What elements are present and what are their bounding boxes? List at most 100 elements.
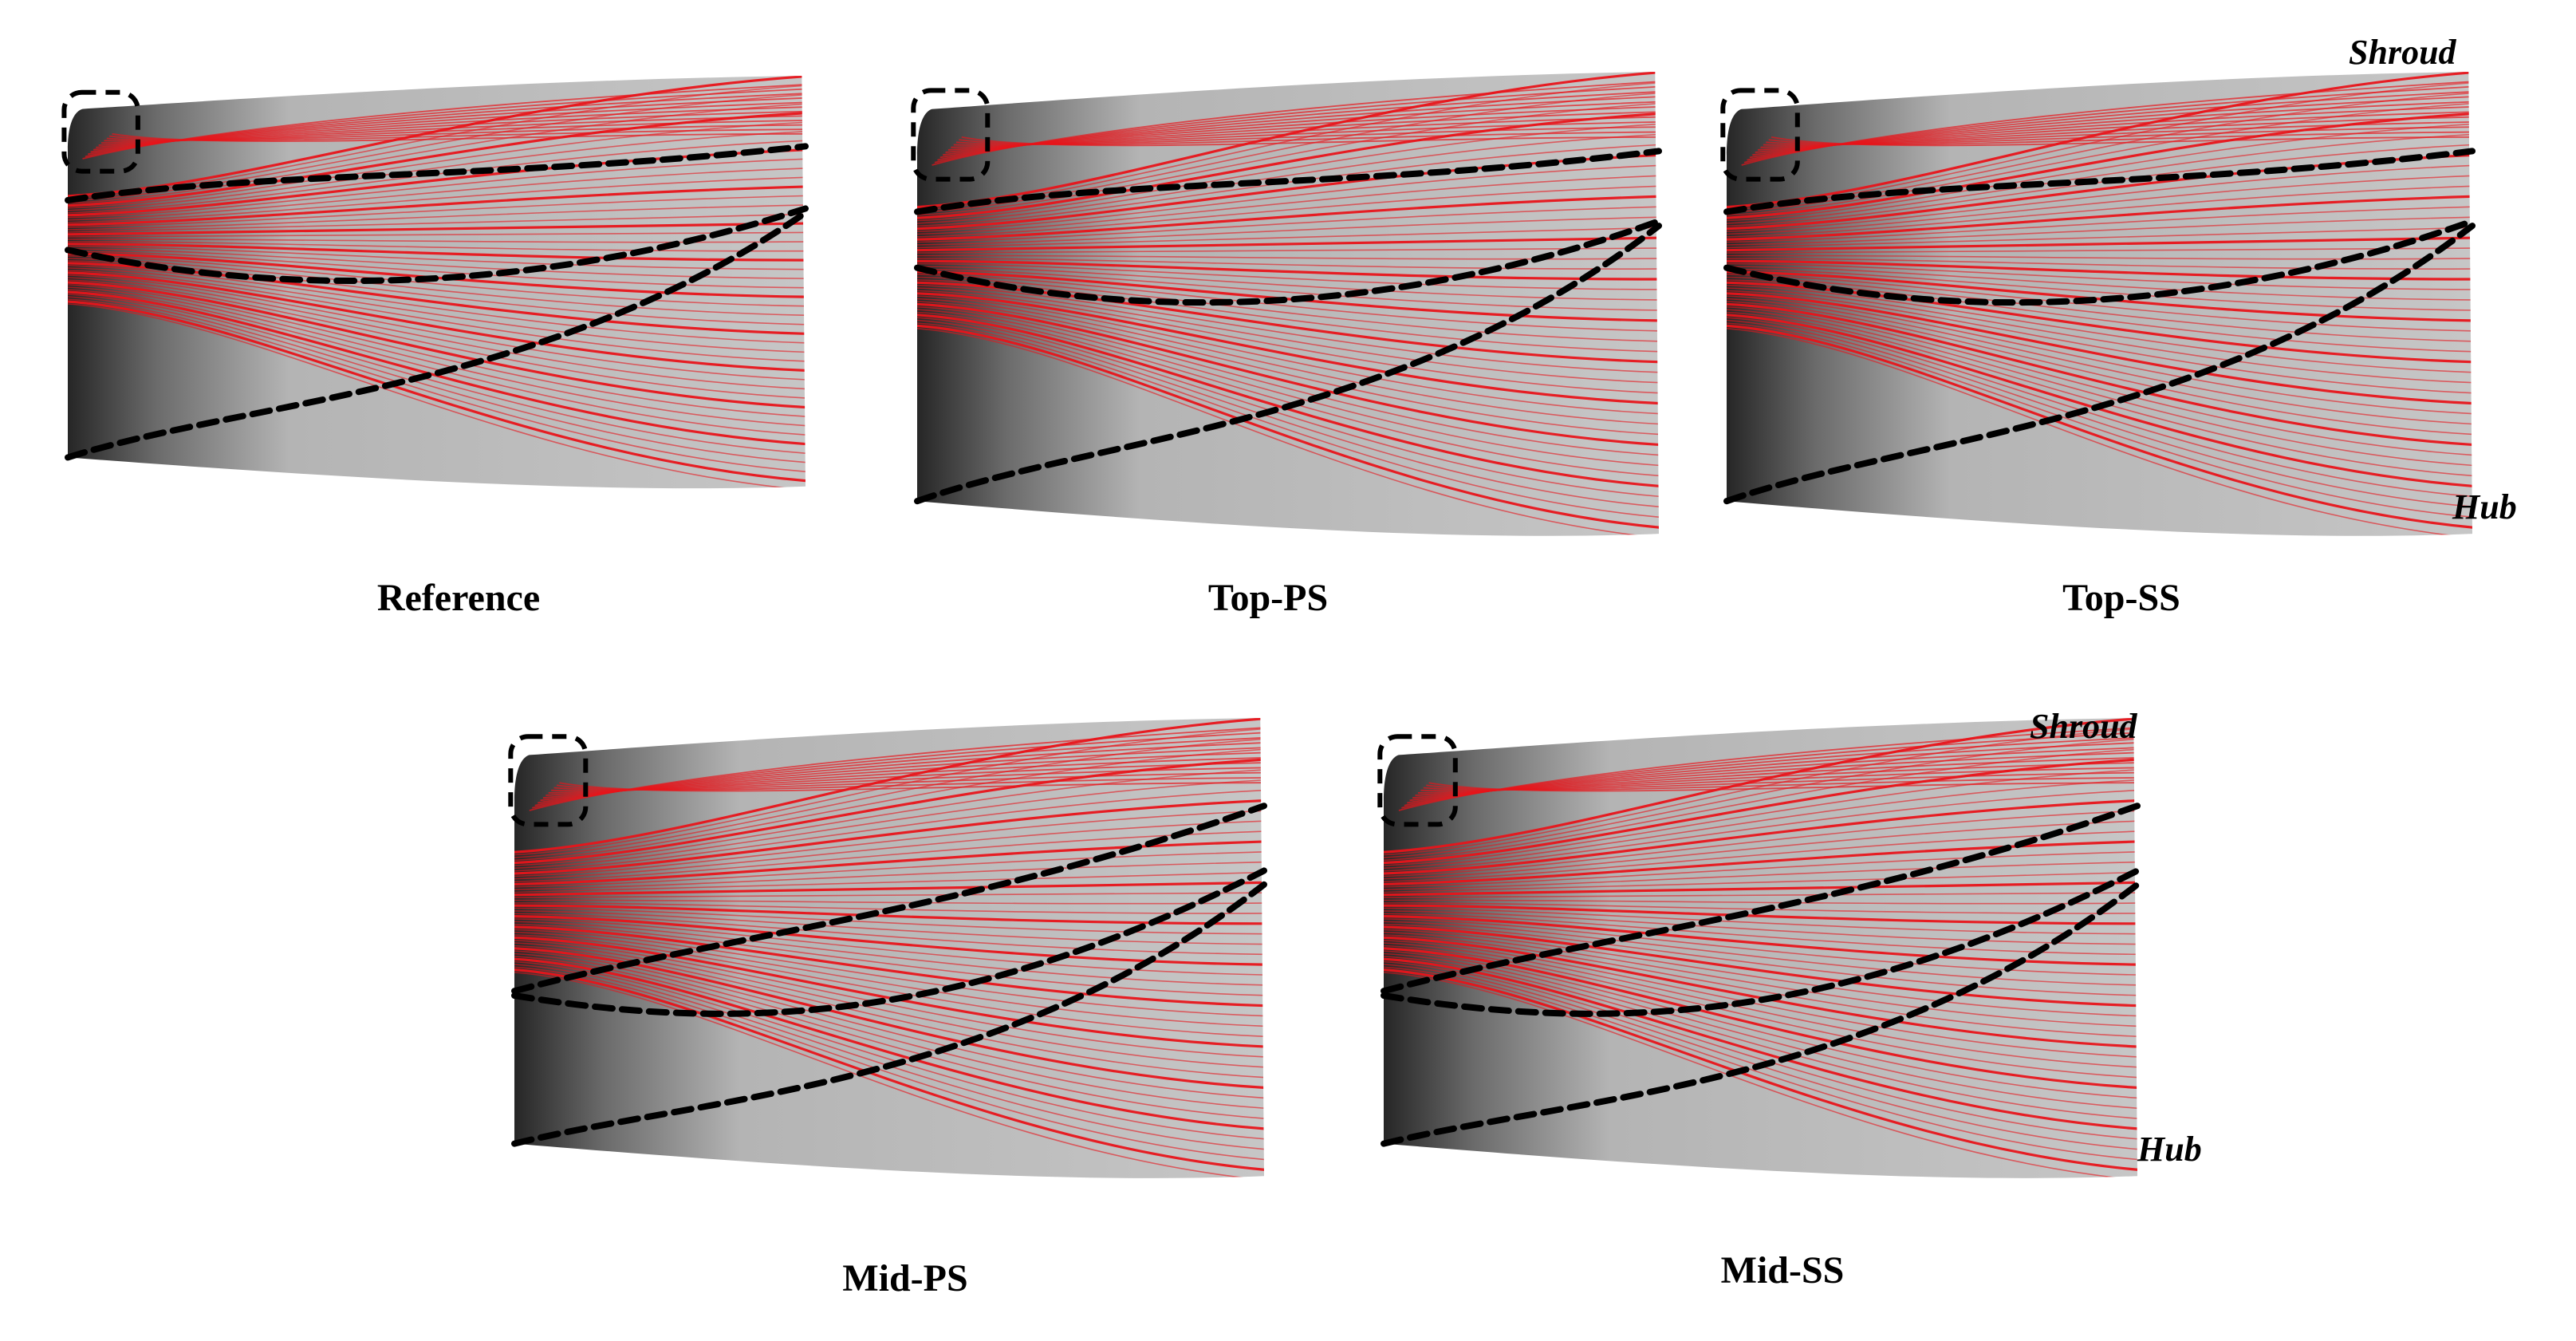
- streamline: [917, 319, 1659, 508]
- streamline: [68, 267, 805, 353]
- streamline: [514, 881, 1264, 897]
- streamline: [68, 296, 805, 464]
- streamline: [68, 270, 805, 362]
- streamline: [1727, 298, 2472, 425]
- corner-highlight-box: [911, 88, 991, 182]
- streamline: [1727, 317, 2472, 498]
- streamline: [1727, 270, 2472, 322]
- streamline: [1727, 185, 2472, 238]
- streamline: [514, 966, 1264, 1161]
- streamline: [68, 279, 805, 400]
- streamline: [1727, 324, 2472, 530]
- streamline: [1384, 925, 2137, 1008]
- streamline: [514, 925, 1264, 1008]
- caption-top-ss: Top-SS: [2062, 577, 2180, 619]
- streamline: [1727, 92, 2472, 214]
- streamline: [1384, 966, 2137, 1161]
- streamline: [68, 148, 805, 217]
- streamline: [1384, 964, 2137, 1151]
- separation-line-lower: [1723, 223, 2476, 505]
- streamline: [514, 942, 1264, 1068]
- streamline: [514, 789, 1264, 872]
- streamline: [917, 302, 1659, 447]
- streamline: [917, 259, 1659, 281]
- streamline: [917, 301, 1659, 436]
- streamline: [1727, 144, 2472, 227]
- streamline: [68, 294, 805, 455]
- corner-highlight-box: [61, 89, 140, 174]
- streamline: [1384, 921, 2137, 986]
- streamlines: [514, 718, 1264, 1178]
- streamlines: [917, 72, 1659, 536]
- streamline: [514, 728, 1264, 856]
- corner-highlight-box: [1720, 88, 1800, 182]
- blade-surface: [514, 718, 1264, 1178]
- caption-mid-ps: Mid-PS: [842, 1257, 968, 1300]
- streamline: [1727, 295, 2472, 415]
- separation-line-middle: [1381, 867, 2141, 1017]
- streamline: [1384, 910, 2137, 945]
- streamline: [917, 284, 1659, 373]
- streamline: [68, 176, 805, 223]
- streamline: [559, 782, 1264, 792]
- streamline: [514, 921, 1264, 986]
- streamline: [1384, 923, 2137, 996]
- streamline: [514, 936, 1264, 1048]
- panel-mid-ps: [508, 718, 1267, 1178]
- streamline: [1727, 266, 2472, 301]
- streamline: [1384, 960, 2137, 1141]
- streamline: [514, 738, 1264, 858]
- streamline: [514, 918, 1264, 976]
- streamline: [68, 290, 805, 446]
- streamline: [917, 314, 1659, 488]
- streamline: [112, 132, 805, 142]
- streamline: [1727, 227, 2472, 249]
- blade-surface: [917, 72, 1659, 536]
- streamline: [514, 968, 1264, 1172]
- corner-highlight-box: [1377, 734, 1458, 827]
- streamline: [917, 102, 1659, 216]
- streamline: [1384, 950, 2137, 1099]
- streamline: [917, 266, 1659, 301]
- streamline: [514, 902, 1264, 914]
- streamline: [917, 206, 1659, 243]
- streamline: [514, 950, 1264, 1099]
- streamline: [68, 102, 805, 204]
- streamline: [1727, 306, 2472, 456]
- streamline: [68, 252, 805, 298]
- streamline: [514, 810, 1264, 878]
- streamline: [68, 248, 805, 279]
- streamline: [68, 243, 805, 262]
- streamline: [1428, 782, 2137, 792]
- streamline: [1384, 940, 2137, 1059]
- streamline: [917, 287, 1659, 384]
- streamline: [917, 236, 1659, 252]
- streamline: [1727, 262, 2472, 290]
- streamline: [1384, 779, 2137, 870]
- streamline: [514, 940, 1264, 1059]
- streamline: [917, 247, 1659, 254]
- streamline: [514, 913, 1264, 956]
- streamline: [68, 289, 805, 436]
- streamline: [514, 923, 1264, 996]
- streamline: [68, 222, 805, 236]
- separation-line-upper: [1381, 803, 2141, 995]
- streamline: [514, 820, 1264, 880]
- streamline: [1727, 302, 2472, 447]
- streamline: [917, 292, 1659, 405]
- separation-line-middle: [914, 218, 1662, 306]
- separation-line-lower: [1381, 881, 2141, 1147]
- streamline: [961, 136, 1659, 147]
- streamline: [1384, 830, 2137, 882]
- streamline: [917, 195, 1659, 241]
- streamline: [1384, 936, 2137, 1048]
- streamline: [556, 777, 1264, 791]
- streamlines: [68, 76, 805, 489]
- streamline: [917, 276, 1659, 342]
- streamline: [68, 300, 805, 483]
- streamline: [1384, 728, 2137, 856]
- streamline: [68, 246, 805, 270]
- streamline: [1727, 287, 2472, 384]
- streamline: [514, 861, 1264, 890]
- streamline: [1384, 850, 2137, 888]
